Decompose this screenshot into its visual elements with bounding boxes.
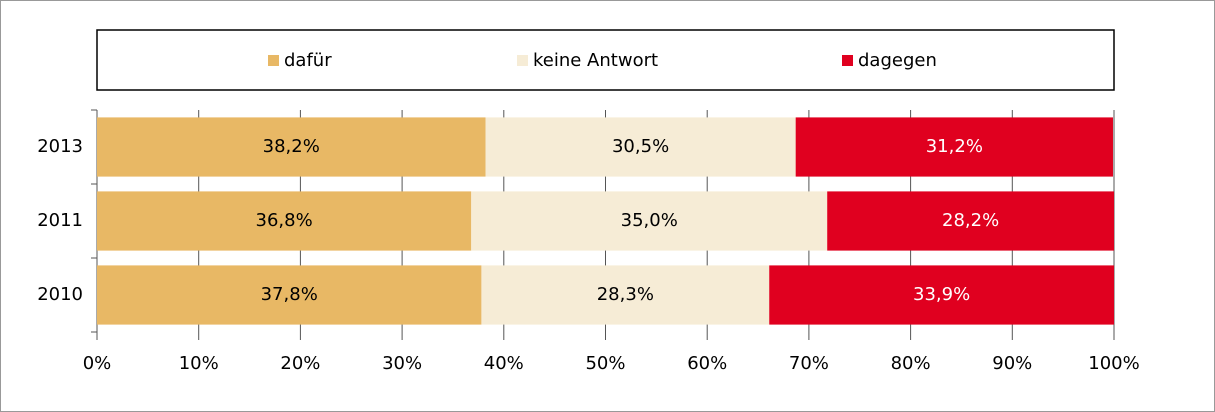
y-tick-label: 2010 [37, 284, 83, 305]
data-label: 30,5% [612, 136, 669, 157]
bar-segment [471, 191, 828, 251]
x-tick-label: 80% [891, 353, 931, 374]
x-tick-label: 50% [585, 353, 625, 374]
data-label: 28,3% [597, 284, 654, 305]
x-tick-label: 40% [484, 353, 524, 374]
data-label: 28,2% [942, 210, 999, 231]
data-label: 35,0% [621, 210, 678, 231]
legend-swatch [517, 55, 528, 66]
bar-segment [485, 117, 796, 177]
bar-segment [795, 117, 1113, 177]
legend-swatch [842, 55, 853, 66]
x-tick-label: 60% [687, 353, 727, 374]
legend-label: dagegen [858, 50, 937, 71]
bar-segment [97, 117, 486, 177]
bar-segment [97, 191, 472, 251]
y-tick-label: 2013 [37, 136, 83, 157]
bar-segment [481, 265, 770, 325]
bar-segment [97, 265, 482, 325]
data-label: 38,2% [263, 136, 320, 157]
legend-label: keine Antwort [533, 50, 658, 71]
x-tick-label: 0% [83, 353, 112, 374]
x-tick-label: 90% [992, 353, 1032, 374]
legend-label: dafür [284, 50, 332, 71]
x-tick-label: 20% [280, 353, 320, 374]
x-tick-label: 100% [1088, 353, 1139, 374]
y-tick-label: 2011 [37, 210, 83, 231]
data-label: 36,8% [256, 210, 313, 231]
bar-segment [769, 265, 1114, 325]
data-label: 33,9% [913, 284, 970, 305]
x-tick-label: 30% [382, 353, 422, 374]
bar-segment [827, 191, 1114, 251]
legend-box [96, 29, 1115, 91]
x-tick-label: 10% [179, 353, 219, 374]
legend-swatch [268, 55, 279, 66]
x-tick-label: 70% [789, 353, 829, 374]
data-label: 37,8% [261, 284, 318, 305]
data-label: 31,2% [926, 136, 983, 157]
